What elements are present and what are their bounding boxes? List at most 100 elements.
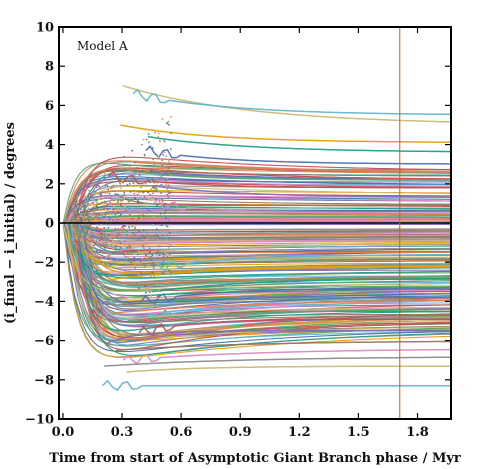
scatter-point bbox=[114, 247, 117, 250]
scatter-point bbox=[159, 177, 161, 180]
series-line bbox=[68, 205, 450, 224]
scatter-point bbox=[121, 168, 123, 171]
scatter-point bbox=[150, 259, 153, 261]
scatter-point bbox=[77, 213, 80, 216]
scatter-point bbox=[107, 257, 110, 259]
scatter-point bbox=[150, 264, 153, 267]
scatter-point bbox=[145, 184, 148, 187]
scatter-point bbox=[86, 231, 88, 234]
scatter-point bbox=[167, 196, 170, 199]
series-line bbox=[134, 161, 450, 172]
scatter-point bbox=[170, 174, 173, 176]
scatter-point bbox=[150, 295, 153, 297]
scatter-point bbox=[162, 272, 165, 274]
x-tick-label: 1.8 bbox=[406, 425, 429, 440]
scatter-point bbox=[148, 168, 151, 171]
scatter-point bbox=[123, 234, 126, 237]
scatter-point bbox=[162, 253, 164, 256]
scatter-point bbox=[83, 213, 85, 216]
scatter-point bbox=[103, 208, 105, 210]
scatter-point bbox=[128, 245, 131, 247]
series-line bbox=[73, 222, 450, 242]
scatter-point bbox=[83, 225, 85, 228]
scatter-point bbox=[160, 172, 163, 175]
scatter-point bbox=[127, 256, 130, 259]
scatter-point bbox=[73, 233, 76, 236]
scatter-point bbox=[158, 254, 161, 256]
scatter-point bbox=[158, 245, 161, 248]
scatter-point bbox=[87, 202, 90, 205]
scatter-point bbox=[83, 230, 86, 233]
scatter-point bbox=[169, 208, 172, 210]
scatter-point bbox=[110, 233, 113, 236]
scatter-point bbox=[159, 140, 161, 142]
scatter-point bbox=[157, 198, 160, 200]
scatter-point bbox=[156, 182, 158, 185]
scatter-point bbox=[100, 192, 103, 195]
scatter-point bbox=[109, 240, 112, 243]
y-tick-label: 2 bbox=[45, 177, 54, 192]
scatter-point bbox=[73, 216, 76, 219]
scatter-point bbox=[87, 204, 90, 207]
scatter-point bbox=[99, 212, 101, 214]
scatter-point bbox=[134, 171, 137, 174]
scatter-point bbox=[153, 165, 155, 168]
scatter-point bbox=[140, 186, 143, 189]
series-line bbox=[62, 222, 450, 306]
scatter-point bbox=[88, 235, 90, 237]
scatter-point bbox=[134, 233, 137, 236]
x-axis-title: Time from start of Asymptotic Giant Bran… bbox=[49, 451, 461, 466]
scatter-point bbox=[72, 226, 75, 228]
scatter-point bbox=[81, 202, 84, 205]
scatter-point bbox=[134, 263, 136, 266]
scatter-point bbox=[126, 234, 128, 236]
scatter-point bbox=[99, 248, 101, 251]
scatter-point bbox=[84, 216, 87, 219]
scatter-point bbox=[136, 199, 139, 202]
scatter-point bbox=[72, 218, 75, 221]
scatter-point bbox=[78, 203, 81, 206]
scatter-point bbox=[147, 202, 150, 205]
scatter-point bbox=[89, 229, 92, 232]
scatter-point bbox=[86, 224, 89, 227]
scatter-point bbox=[74, 240, 76, 243]
scatter-point bbox=[120, 187, 122, 190]
scatter-point bbox=[126, 180, 129, 182]
scatter-point bbox=[123, 227, 125, 230]
scatter-point bbox=[100, 262, 103, 264]
scatter-point bbox=[101, 212, 104, 214]
scatter-point bbox=[139, 198, 142, 201]
scatter-point bbox=[127, 225, 130, 228]
scatter-point bbox=[133, 194, 136, 196]
x-tick-label: 0.6 bbox=[170, 425, 193, 440]
scatter-point bbox=[109, 229, 112, 231]
scatter-point bbox=[129, 174, 131, 177]
scatter-point bbox=[122, 198, 125, 201]
scatter-point bbox=[118, 249, 120, 252]
scatter-point bbox=[170, 132, 172, 135]
scatter-point bbox=[132, 232, 134, 235]
scatter-point bbox=[148, 141, 150, 144]
scatter-point bbox=[92, 202, 94, 205]
scatter-point bbox=[150, 194, 153, 197]
scatter-point bbox=[80, 225, 83, 228]
scatter-point bbox=[149, 181, 152, 184]
scatter-point bbox=[166, 279, 169, 281]
scatter-point bbox=[100, 223, 103, 226]
scatter-point bbox=[96, 249, 98, 252]
scatter-point bbox=[103, 200, 106, 203]
series-line bbox=[137, 242, 450, 254]
series-line bbox=[78, 218, 450, 224]
scatter-point bbox=[150, 199, 152, 202]
scatter-point bbox=[168, 269, 171, 272]
scatter-point bbox=[133, 192, 136, 195]
scatter-point bbox=[164, 234, 166, 236]
scatter-point bbox=[153, 280, 156, 283]
scatter-point bbox=[103, 245, 106, 247]
y-tick-label: −4 bbox=[34, 295, 54, 310]
scatter-point bbox=[138, 217, 140, 219]
scatter-point bbox=[156, 202, 159, 205]
scatter-point bbox=[116, 212, 119, 214]
series-line bbox=[112, 299, 450, 314]
scatter-point bbox=[83, 247, 86, 250]
